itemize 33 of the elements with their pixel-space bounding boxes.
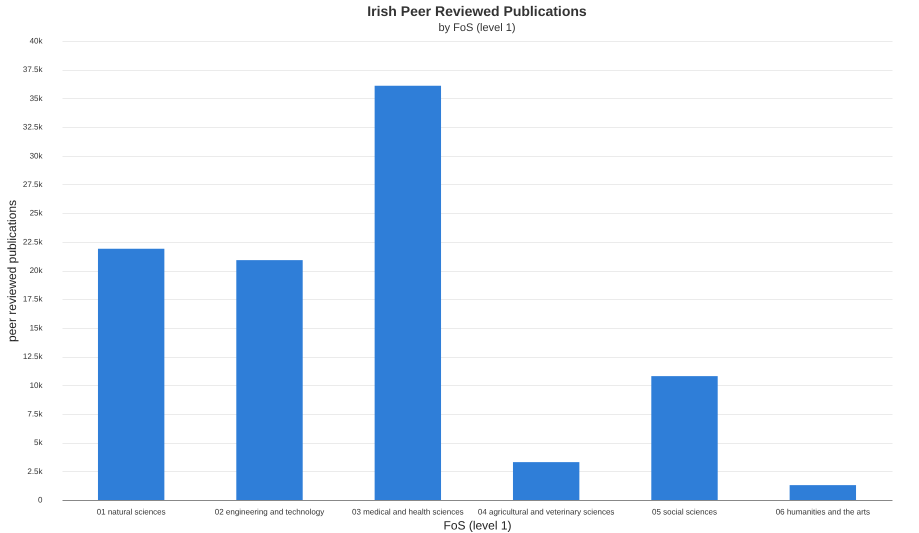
x-tick-label: 03 medical and health sciences — [352, 508, 464, 516]
y-tick-label: 25k — [30, 208, 44, 218]
x-tick-label: 04 agricultural and veterinary sciences — [478, 508, 614, 516]
y-tick-label: 12.5k — [22, 352, 44, 362]
y-tick-label: 37.5k — [22, 65, 44, 74]
y-tick-label: 20k — [30, 266, 44, 275]
y-axis-title: peer reviewed publications — [4, 200, 19, 342]
y-tick-label: 7.5k — [27, 409, 44, 418]
bar — [790, 485, 856, 500]
x-tick-label: 05 social sciences — [652, 508, 717, 516]
y-tick-label: 0 — [38, 496, 44, 504]
x-tick-label: 06 humanities and the arts — [776, 508, 870, 516]
y-tick-label: 22.5k — [22, 237, 44, 246]
chart-subtitle: by FoS (level 1) — [438, 22, 516, 34]
bar — [651, 376, 718, 500]
y-tick-label: 40k — [30, 36, 44, 46]
y-tick-label: 15k — [30, 323, 44, 332]
x-axis-title: FoS (level 1) — [443, 518, 512, 532]
y-tick-label: 27.5k — [22, 180, 44, 189]
y-tick-label: 17.5k — [22, 294, 44, 304]
y-tick-label: 5k — [34, 438, 44, 448]
bar — [512, 462, 580, 500]
x-tick-label: 01 natural sciences — [96, 508, 166, 516]
y-tick-label: 30k — [30, 151, 44, 160]
y-tick-label: 32.5k — [22, 122, 44, 132]
bar — [236, 260, 303, 500]
bar — [374, 86, 442, 500]
bar — [98, 248, 164, 500]
y-tick-label: 10k — [30, 380, 44, 390]
x-tick-label: 02 engineering and technology — [214, 508, 324, 516]
y-tick-label: 2.5k — [27, 466, 44, 476]
y-tick-label: 35k — [30, 94, 44, 103]
chart-title: Irish Peer Reviewed Publications — [367, 3, 587, 19]
